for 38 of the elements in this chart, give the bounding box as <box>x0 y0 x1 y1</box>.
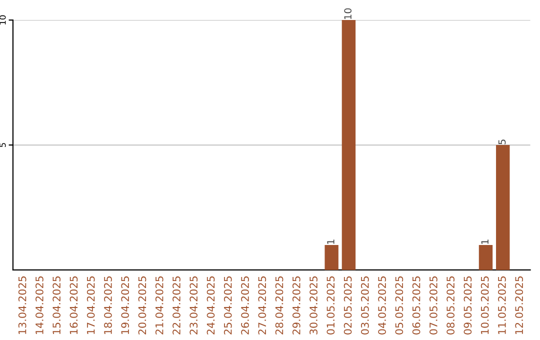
data-label: 1 <box>481 240 488 244</box>
x-tick-label: 04.05.2025 <box>378 276 386 334</box>
x-tick-label: 06.05.2025 <box>412 276 420 334</box>
x-tick-label: 28.04.2025 <box>275 276 284 334</box>
bar <box>324 244 338 270</box>
bar <box>496 145 510 270</box>
x-tick-label: 10.05.2025 <box>480 276 489 334</box>
x-tick-label: 16.04.2025 <box>70 276 78 334</box>
data-label: 1 <box>327 240 334 244</box>
x-tick-label: 08.05.2025 <box>446 276 455 334</box>
x-tick-label: 22.04.2025 <box>172 276 180 334</box>
x-tick-label: 17.04.2025 <box>86 276 95 334</box>
x-tick-label: 07.05.2025 <box>429 276 438 334</box>
x-tick-label: 13.04.2025 <box>18 276 26 334</box>
x-tick-label: 02.05.2025 <box>344 276 352 334</box>
x-tick-label: 19.04.2025 <box>121 276 130 334</box>
data-label: 10 <box>344 8 352 19</box>
x-tick-label: 12.05.2025 <box>515 276 524 334</box>
x-tick-label: 05.05.2025 <box>395 276 404 334</box>
x-tick-label: 11.05.2025 <box>498 276 506 334</box>
x-tick-label: 29.04.2025 <box>292 276 300 334</box>
x-tick-label: 18.04.2025 <box>104 276 112 334</box>
x-tick-label: 09.05.2025 <box>464 276 472 334</box>
x-tick-label: 21.04.2025 <box>155 276 164 334</box>
x-tick-label: 25.04.2025 <box>224 276 232 334</box>
x-tick-label: 01.05.2025 <box>326 276 335 334</box>
x-tick-label: 14.04.2025 <box>36 276 44 334</box>
data-label: 5 <box>498 140 506 144</box>
x-tick-label: 30.04.2025 <box>310 276 318 334</box>
x-tick-label: 03.05.2025 <box>360 276 369 334</box>
x-tick-label: 24.04.2025 <box>206 276 215 334</box>
x-tick-label: 23.04.2025 <box>190 276 198 334</box>
bar <box>342 20 356 270</box>
x-tick-label: 27.04.2025 <box>258 276 266 334</box>
bar <box>478 244 493 270</box>
x-tick-label: 26.04.2025 <box>241 276 249 334</box>
x-tick-label: 15.04.2025 <box>52 276 61 334</box>
x-tick-label: 20.04.2025 <box>138 276 146 334</box>
